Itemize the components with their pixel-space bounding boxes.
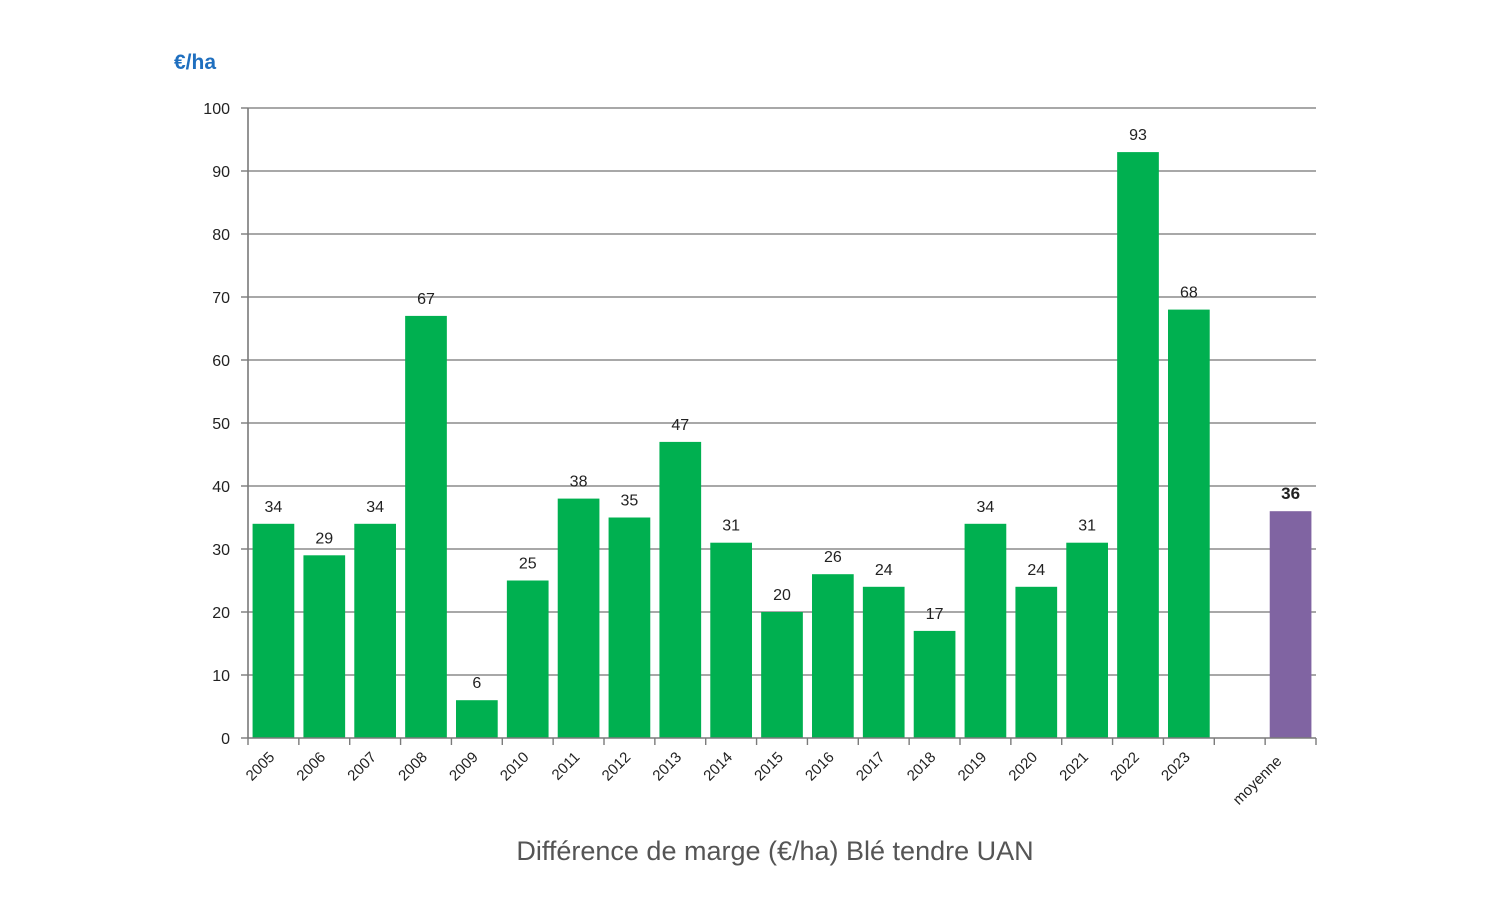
bar-2022 [1117, 152, 1159, 739]
y-tick-label: 10 [212, 668, 230, 685]
x-tick-label: 2005 [243, 749, 279, 785]
bar-2021 [1066, 542, 1108, 738]
data-label: 26 [824, 549, 842, 566]
data-label: 34 [265, 499, 283, 516]
data-label: 24 [1027, 562, 1045, 579]
bars [252, 152, 1312, 739]
x-tick-label: 2022 [1107, 749, 1143, 785]
data-label: 17 [926, 606, 944, 623]
bar-2011 [557, 498, 600, 738]
bar-2007 [354, 523, 396, 738]
bar-2016 [812, 574, 854, 738]
data-label: 20 [773, 587, 791, 604]
data-label: 38 [570, 474, 588, 491]
data-label: 35 [621, 493, 639, 510]
bar-2018 [913, 630, 956, 738]
y-axis-ticks: 0 10 20 30 40 50 60 70 80 90 100 [203, 101, 248, 748]
axes [247, 108, 1317, 745]
y-tick-label: 60 [212, 353, 230, 370]
data-label: 25 [519, 556, 537, 573]
data-label: 31 [1078, 518, 1096, 535]
x-tick-label: 2014 [700, 749, 736, 785]
x-tick-label: 2018 [904, 749, 940, 785]
bar-2017 [862, 586, 905, 738]
x-tick-label: 2007 [344, 749, 380, 785]
bar-2012 [608, 517, 651, 738]
data-label: 6 [472, 675, 481, 692]
y-tick-label: 70 [212, 290, 230, 307]
data-label: 36 [1281, 484, 1300, 503]
bar-2005 [252, 523, 295, 738]
y-tick-label: 50 [212, 416, 230, 433]
x-tick-label: 2015 [751, 749, 787, 785]
bar-2014 [710, 542, 752, 738]
bar-2019 [964, 523, 1007, 738]
x-tick-label: 2010 [497, 749, 533, 785]
chart-title: Différence de marge (€/ha) Blé tendre UA… [516, 836, 1033, 866]
bar-moyenne [1269, 511, 1312, 738]
x-tick-label: 2020 [1005, 749, 1041, 785]
x-tick-label: 2006 [293, 749, 329, 785]
data-label: 68 [1180, 285, 1198, 302]
data-label: 67 [417, 291, 435, 308]
y-tick-label: 20 [212, 605, 230, 622]
x-tick-label: 2008 [395, 749, 431, 785]
bar-2010 [506, 580, 549, 738]
y-tick-label: 100 [203, 101, 230, 118]
x-tick-label: 2023 [1158, 749, 1194, 785]
data-label: 47 [671, 417, 689, 434]
x-tick-label: moyenne [1230, 753, 1286, 809]
x-tick-label: 2011 [549, 749, 584, 784]
data-label: 29 [315, 530, 333, 547]
y-tick-label: 30 [212, 542, 230, 559]
y-tick-label: 40 [212, 479, 230, 496]
y-tick-label: 90 [212, 164, 230, 181]
bar-2023 [1168, 309, 1210, 738]
x-tick-label: 2009 [446, 749, 482, 785]
x-tick-label: 2021 [1056, 749, 1092, 785]
y-tick-label: 80 [212, 227, 230, 244]
x-tick-label: 2019 [955, 749, 991, 785]
y-axis-unit-label: €/ha [174, 51, 216, 74]
bar-2009 [456, 700, 498, 738]
x-tick-label: 2013 [649, 749, 685, 785]
y-tick-label: 0 [221, 731, 230, 748]
x-tick-label: 2012 [599, 749, 635, 785]
bar-2008 [405, 315, 447, 738]
data-label: 34 [977, 499, 995, 516]
bar-2015 [761, 612, 803, 738]
data-labels: 34 29 34 67 6 25 38 35 47 31 20 26 24 17 34 24 31 93 68 36 [265, 127, 1301, 692]
data-label: 93 [1129, 127, 1147, 144]
x-tick-label: 2016 [802, 749, 838, 785]
data-label: 24 [875, 562, 893, 579]
x-tick-label: 2017 [853, 749, 889, 785]
data-label: 31 [722, 518, 740, 535]
data-label: 34 [366, 499, 384, 516]
x-axis-ticks: 2005 2006 2007 2008 2009 2010 2011 2012 2013 2014… [243, 749, 1286, 809]
bar-2013 [659, 441, 702, 738]
bar-2020 [1015, 586, 1058, 738]
bar-2006 [303, 555, 346, 738]
